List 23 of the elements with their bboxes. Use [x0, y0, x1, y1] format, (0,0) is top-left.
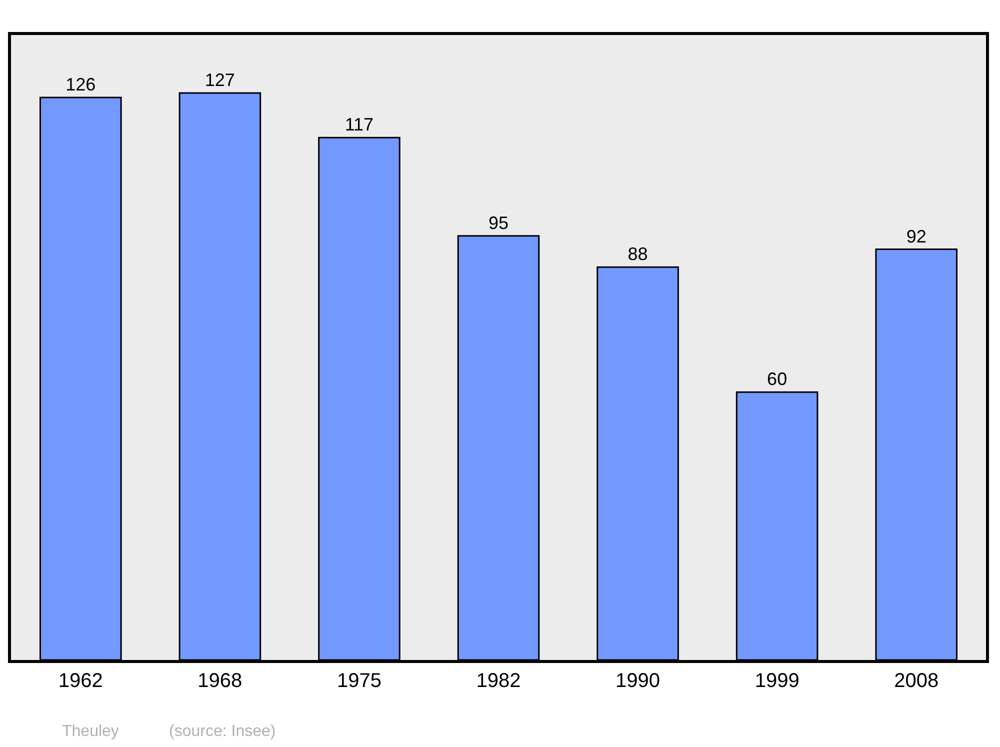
data-label: 117: [344, 114, 374, 135]
bar: [178, 92, 262, 660]
data-label: 126: [66, 74, 96, 94]
x-tick-label: 1982: [476, 670, 521, 692]
text: (source: Insee): [169, 723, 276, 740]
text: Theuley: [62, 723, 119, 740]
data-label: 60: [767, 369, 788, 390]
x-tick-label: 1962: [58, 670, 103, 692]
x-tick-label: 1999: [754, 670, 800, 692]
bar: [736, 391, 818, 660]
bar: [457, 235, 540, 660]
x-tick-label: 1990: [616, 670, 660, 692]
x-tick-label: 2008: [894, 670, 939, 692]
x-tick-label: 1975: [336, 670, 382, 692]
bar: [318, 136, 400, 660]
data-label: 127: [204, 70, 235, 90]
data-label: 95: [488, 212, 509, 233]
x-tick-label: 1968: [198, 670, 242, 692]
bar: [40, 96, 122, 660]
data-label: 92: [906, 226, 926, 246]
data-label: 88: [628, 244, 648, 264]
bar: [875, 248, 958, 660]
bar: [596, 266, 679, 660]
